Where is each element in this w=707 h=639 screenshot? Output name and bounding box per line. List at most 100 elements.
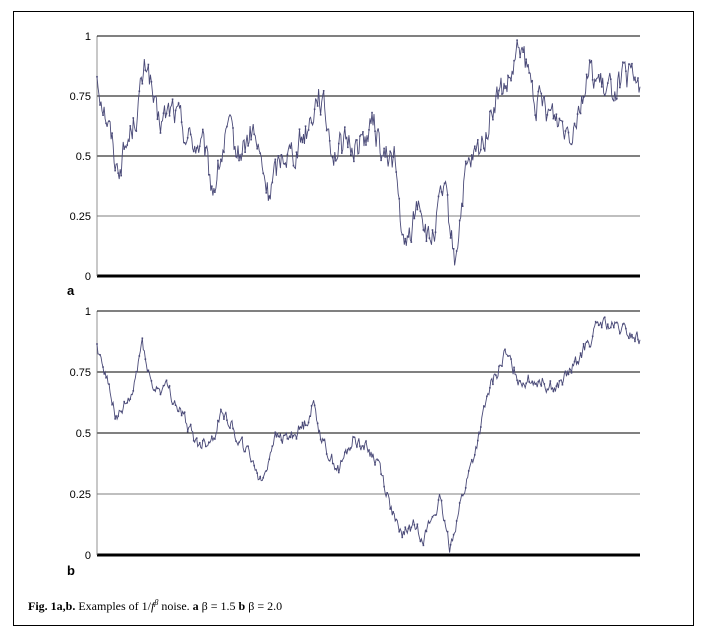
data-point — [576, 361, 579, 363]
data-point — [265, 470, 268, 472]
data-point — [371, 111, 373, 114]
panel-label-a: a — [67, 283, 75, 298]
data-point — [295, 438, 298, 440]
caption-f: f — [151, 599, 155, 613]
data-point — [446, 530, 449, 533]
data-point — [501, 365, 503, 367]
data-point — [99, 354, 101, 356]
y-tick-label: 0.5 — [76, 428, 91, 440]
data-point — [425, 240, 428, 243]
data-point — [486, 395, 488, 398]
data-point — [401, 536, 404, 539]
data-point — [310, 404, 313, 407]
data-point — [105, 376, 107, 379]
chart-panel-a: 0 0.25 0.5 0.75 1 — [70, 31, 641, 283]
data-point — [603, 94, 606, 96]
data-point — [628, 63, 630, 65]
data-point — [516, 39, 518, 41]
data-point — [147, 63, 150, 66]
data-point — [525, 58, 527, 61]
data-point — [223, 151, 225, 153]
data-point — [198, 442, 201, 444]
data-point — [483, 405, 485, 407]
data-point — [634, 340, 636, 343]
data-point — [555, 113, 558, 116]
data-point — [135, 130, 138, 132]
data-point — [362, 445, 364, 447]
chart-panel-b: 0 0.25 0.5 0.75 1 — [70, 306, 641, 562]
data-point — [105, 122, 107, 125]
data-point — [341, 152, 343, 154]
data-point — [616, 97, 618, 100]
data-point — [316, 105, 319, 107]
data-point — [613, 326, 615, 329]
data-point — [328, 459, 331, 462]
data-point — [392, 156, 394, 158]
data-point — [328, 140, 331, 142]
data-point — [304, 424, 307, 427]
data-point — [549, 109, 552, 111]
data-point — [180, 121, 183, 123]
data-point — [150, 380, 153, 382]
data-point — [132, 390, 135, 392]
data-point — [504, 348, 506, 351]
data-point — [480, 426, 482, 428]
data-point — [398, 197, 401, 200]
data-point — [259, 152, 262, 155]
data-point — [301, 421, 304, 424]
data-point — [395, 171, 398, 173]
data-point — [622, 61, 624, 64]
data-point — [558, 117, 561, 120]
data-point — [631, 333, 633, 336]
data-point — [637, 338, 639, 341]
data-point — [259, 475, 262, 478]
y-tick-label: 0 — [85, 271, 91, 283]
data-point — [428, 522, 431, 524]
data-point — [437, 195, 440, 198]
data-point — [464, 160, 467, 163]
data-point — [519, 380, 521, 382]
data-point — [443, 182, 446, 185]
data-point — [413, 523, 416, 526]
data-point — [356, 139, 358, 141]
data-point — [214, 191, 216, 193]
data-point — [316, 422, 319, 425]
data-point — [286, 153, 289, 156]
y-tick-label: 1 — [85, 306, 91, 318]
y-tick-label: 0.75 — [70, 91, 91, 103]
data-point — [576, 113, 579, 115]
data-point — [244, 450, 246, 453]
figure-frame — [13, 11, 694, 626]
caption-beta-a: β = 1.5 — [198, 599, 239, 613]
data-point — [277, 435, 280, 438]
data-point — [628, 337, 630, 339]
data-point — [238, 441, 240, 444]
data-point — [247, 145, 249, 147]
data-point — [486, 137, 488, 139]
data-point — [214, 438, 216, 440]
data-point — [153, 95, 156, 98]
data-point — [111, 403, 113, 406]
data-point — [183, 411, 186, 414]
data-point — [192, 150, 195, 153]
data-point — [540, 92, 543, 95]
data-point — [298, 128, 301, 131]
data-point — [289, 147, 292, 149]
data-point — [114, 169, 116, 172]
data-point — [232, 127, 234, 129]
data-point — [123, 400, 126, 403]
data-point — [217, 159, 219, 162]
data-point — [428, 237, 431, 239]
data-point — [313, 108, 316, 111]
data-point — [619, 86, 621, 89]
caption-label: Fig. 1a,b. — [28, 599, 76, 613]
data-point — [513, 59, 515, 62]
data-point — [162, 112, 165, 115]
y-tick-label: 0.5 — [76, 151, 91, 163]
data-point — [162, 384, 165, 387]
data-point — [425, 530, 428, 533]
data-point — [597, 74, 600, 76]
data-point — [458, 502, 461, 504]
data-point — [353, 160, 355, 163]
data-point — [383, 147, 385, 150]
